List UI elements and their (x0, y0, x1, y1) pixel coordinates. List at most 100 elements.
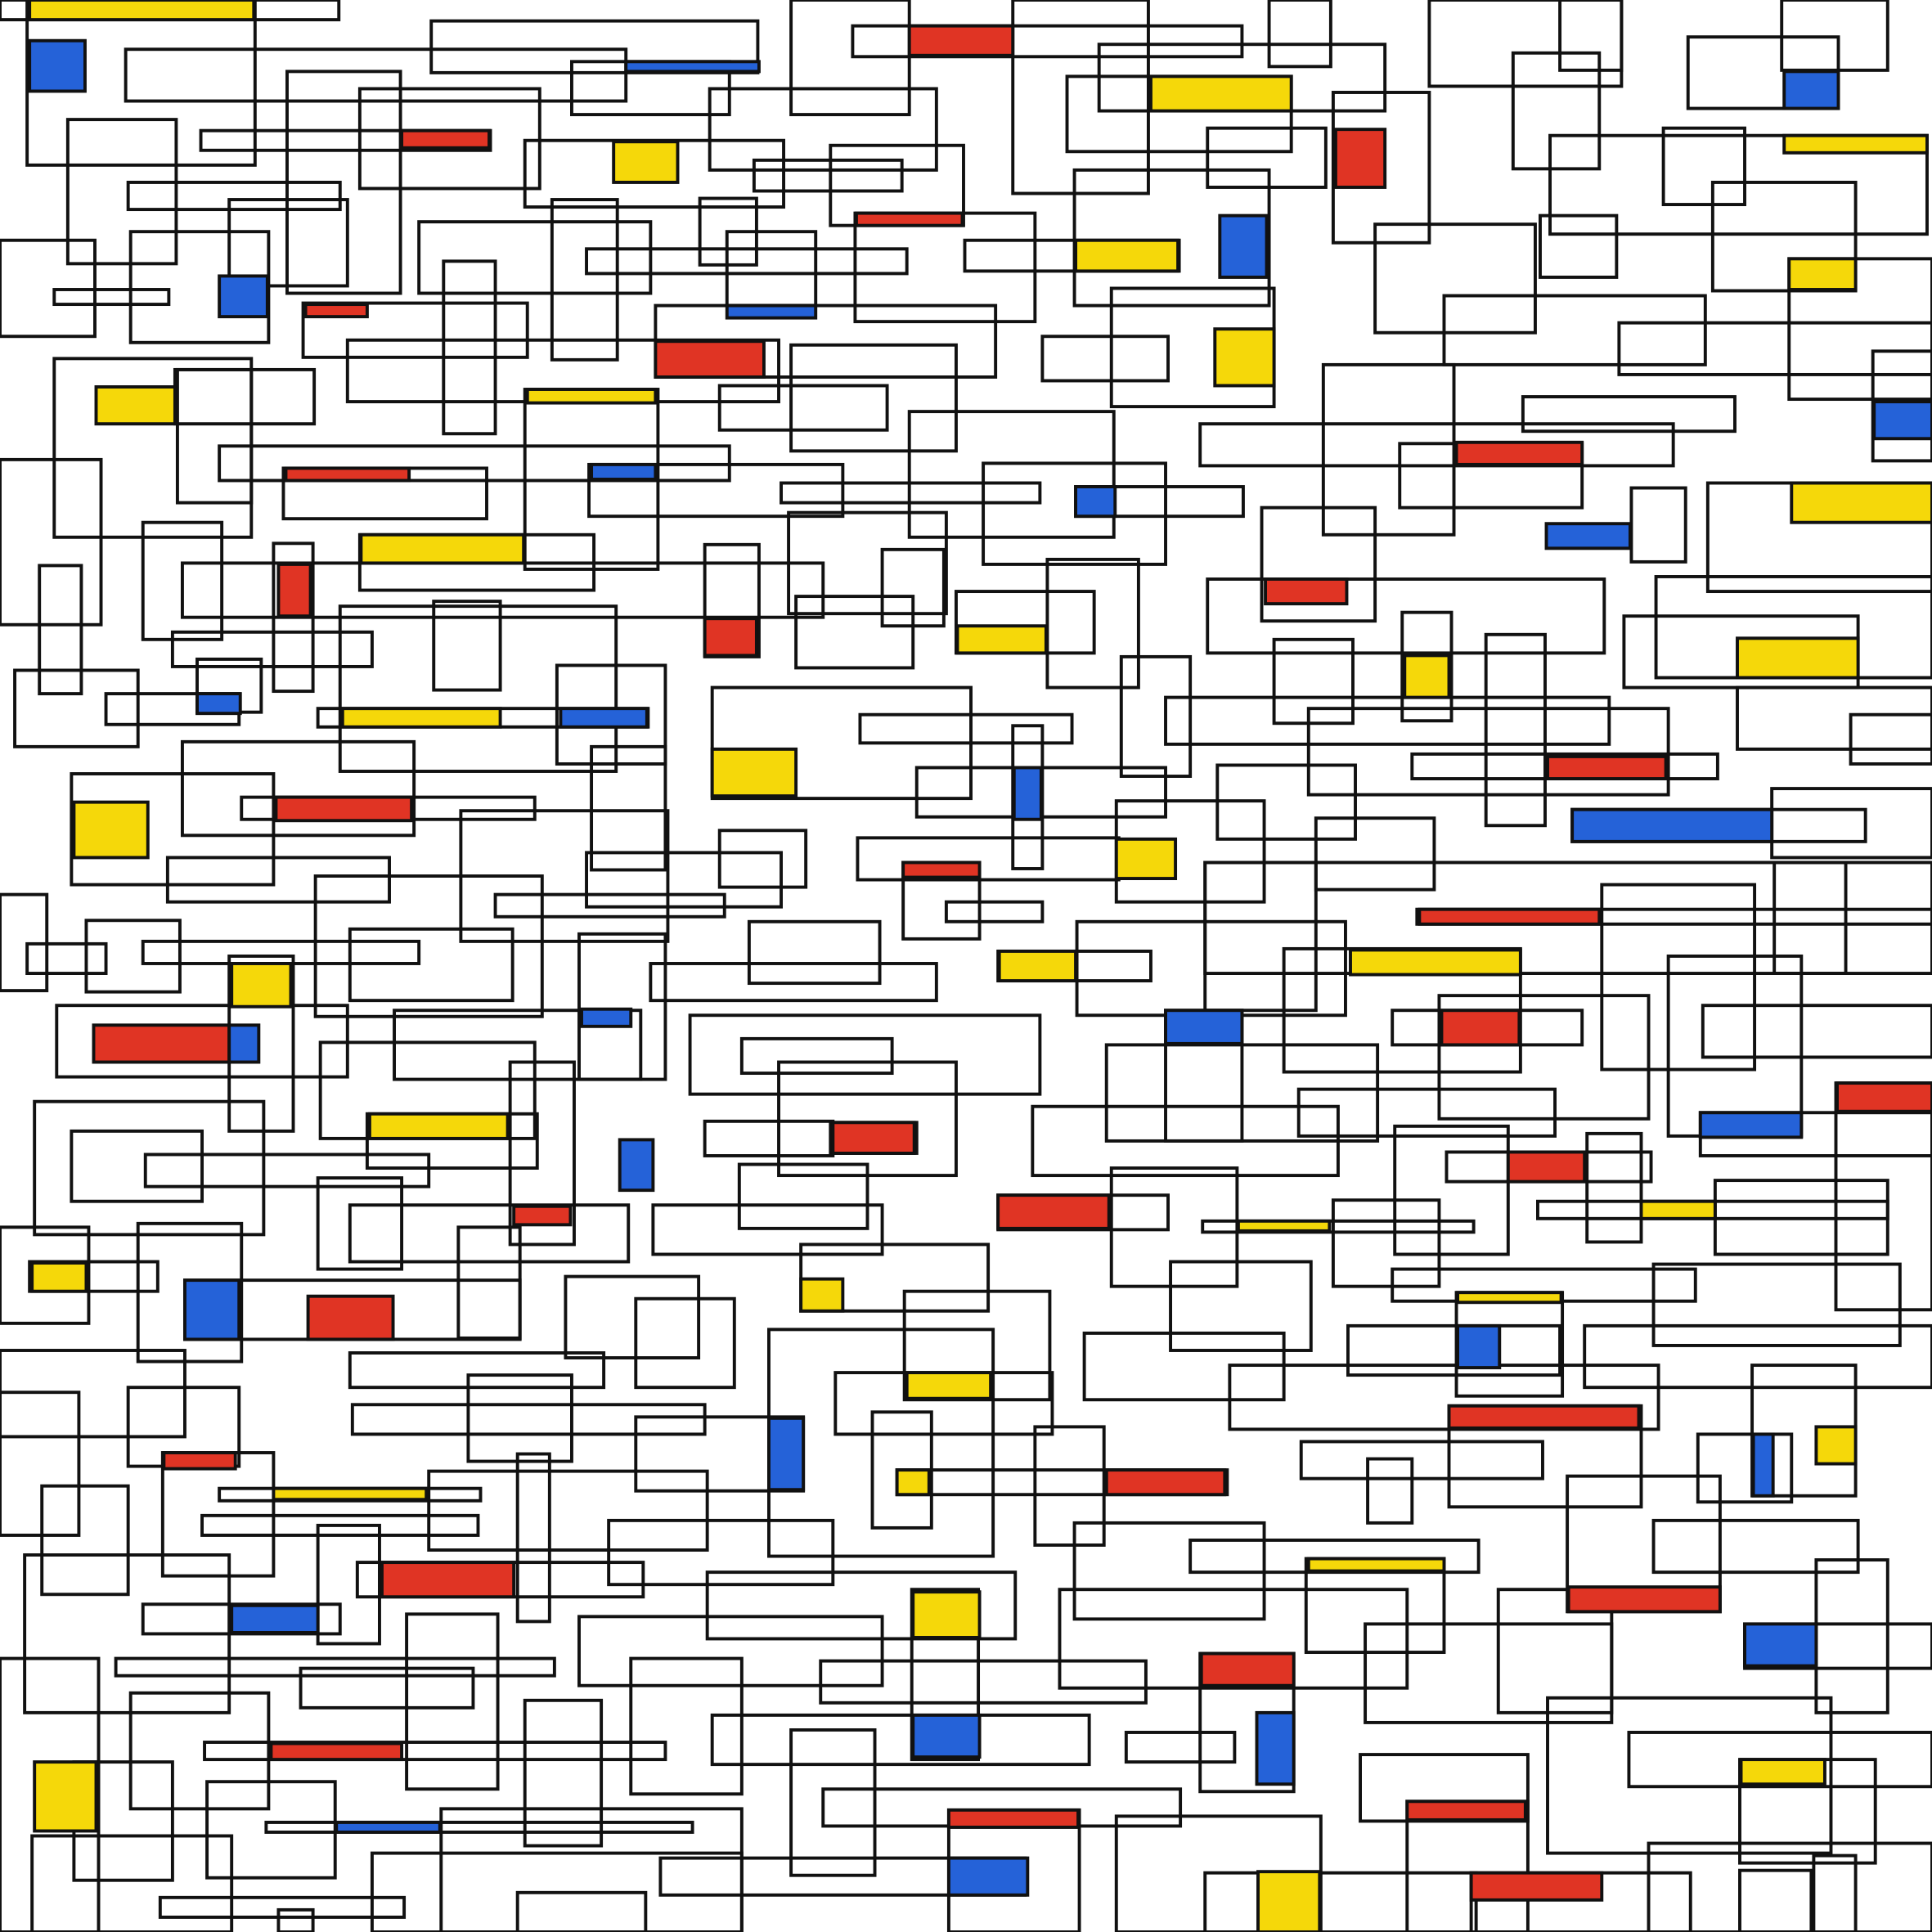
outline-rectangle (1696, 1432, 1794, 1504)
outline-rectangle (747, 919, 882, 986)
outline-rectangle (717, 384, 889, 432)
outline-rectangle (170, 630, 374, 668)
outline-rectangle (1849, 712, 1932, 766)
outline-rectangle (523, 1698, 604, 1848)
red-rectangle (703, 617, 758, 658)
yellow-rectangle (1782, 133, 1929, 155)
red-rectangle (92, 1023, 231, 1064)
yellow-rectangle (799, 1277, 845, 1313)
outline-rectangle (1400, 610, 1453, 723)
red-rectangle (276, 562, 312, 618)
red-rectangle (831, 1121, 916, 1155)
outline-rectangle (1169, 1260, 1313, 1352)
red-rectangle (1566, 1585, 1722, 1614)
blue-rectangle (227, 1023, 261, 1064)
outline-rectangle (1346, 1323, 1562, 1377)
outline-rectangle (1299, 1440, 1544, 1480)
red-rectangle (303, 303, 369, 319)
yellow-rectangle (30, 1261, 88, 1293)
yellow-rectangle (710, 747, 798, 798)
blue-rectangle (1074, 485, 1117, 519)
red-rectangle (269, 1741, 404, 1762)
yellow-rectangle (1639, 1199, 1717, 1220)
outline-rectangle (417, 220, 653, 295)
outline-rectangle (0, 1391, 81, 1537)
outline-rectangle (1393, 1124, 1510, 1256)
outline-rectangle (348, 1203, 631, 1264)
yellow-rectangle (1213, 327, 1276, 388)
outline-rectangle (52, 288, 171, 307)
colored-rectangles (28, 0, 1932, 1932)
outline-rectangle (276, 1907, 315, 1932)
yellow-rectangle (1236, 1219, 1332, 1233)
outline-rectangle (13, 668, 140, 748)
outline-rectangle (789, 343, 958, 453)
outline-rectangle (910, 1588, 981, 1762)
outline-rectangle (126, 180, 342, 212)
outline-rectangle (787, 510, 948, 616)
yellow-rectangle (230, 962, 293, 1009)
blue-rectangle (1751, 1432, 1775, 1498)
blue-rectangle (580, 1007, 633, 1028)
outline-rectangle (1651, 1518, 1860, 1575)
red-rectangle (901, 860, 982, 879)
outline-rectangle (1206, 126, 1328, 189)
outline-rectangle (717, 829, 808, 889)
outline-rectangle (1058, 1588, 1409, 1690)
outline-rectangle (136, 1221, 244, 1364)
blue-rectangle (946, 1856, 1030, 1897)
red-rectangle (380, 1561, 516, 1599)
outline-rectangle (1201, 1219, 1476, 1234)
outline-rectangle (493, 892, 726, 919)
outline-rectangle (0, 1349, 186, 1439)
outline-rectangle (1045, 557, 1140, 690)
outline-rectangle (114, 1656, 556, 1678)
outline-rectangle (200, 1513, 480, 1537)
outline-rectangle (70, 772, 276, 887)
blue-rectangle (218, 274, 269, 319)
yellow-rectangle (612, 140, 680, 184)
yellow-rectangle (895, 1468, 931, 1497)
outline-rectangle (737, 1162, 869, 1230)
yellow-rectangle (72, 800, 150, 860)
outline-rectangle (203, 1741, 667, 1762)
red-rectangle (996, 1193, 1111, 1230)
outline-rectangle (508, 1060, 576, 1247)
outline-rectangle (165, 856, 391, 904)
outline-rectangle (316, 1176, 404, 1271)
yellow-rectangle (911, 1590, 982, 1639)
outline-rectangle (564, 1274, 701, 1359)
yellow-rectangle (94, 385, 177, 426)
red-rectangle (1440, 1009, 1521, 1047)
blue-rectangle (618, 1138, 655, 1193)
yellow-rectangle (1787, 257, 1858, 291)
outline-rectangle (1331, 1198, 1441, 1288)
red-rectangle (907, 24, 1015, 57)
outline-rectangle (1198, 422, 1675, 468)
outline-rectangle (1787, 257, 1932, 402)
outline-rectangle (1373, 222, 1537, 335)
red-rectangle (306, 1294, 395, 1341)
outline-rectangle (789, 1728, 877, 1877)
outline-rectangle (587, 462, 845, 519)
outline-rectangle (33, 1099, 266, 1237)
outline-rectangle (1738, 1868, 1813, 1932)
outline-rectangle (429, 19, 760, 74)
blue-rectangle (767, 1416, 806, 1492)
blue-rectangle (624, 60, 761, 74)
red-rectangle (654, 339, 766, 379)
blue-rectangle (335, 1820, 442, 1834)
outline-rectangle (1124, 1731, 1237, 1764)
outline-rectangle (515, 1452, 551, 1624)
outline-rectangle (858, 712, 1074, 745)
yellow-rectangle (1790, 481, 1932, 524)
outline-rectangle (25, 941, 108, 975)
outline-rectangle (70, 1129, 204, 1203)
blue-rectangle (1872, 400, 1932, 441)
outline-rectangle (1627, 1731, 1932, 1789)
outline-rectangle (141, 520, 224, 641)
outline-rectangle (1267, 0, 1332, 69)
outline-rectangle (688, 1013, 1042, 1096)
outline-rectangle (1484, 632, 1547, 828)
outline-rectangle (607, 1518, 835, 1587)
